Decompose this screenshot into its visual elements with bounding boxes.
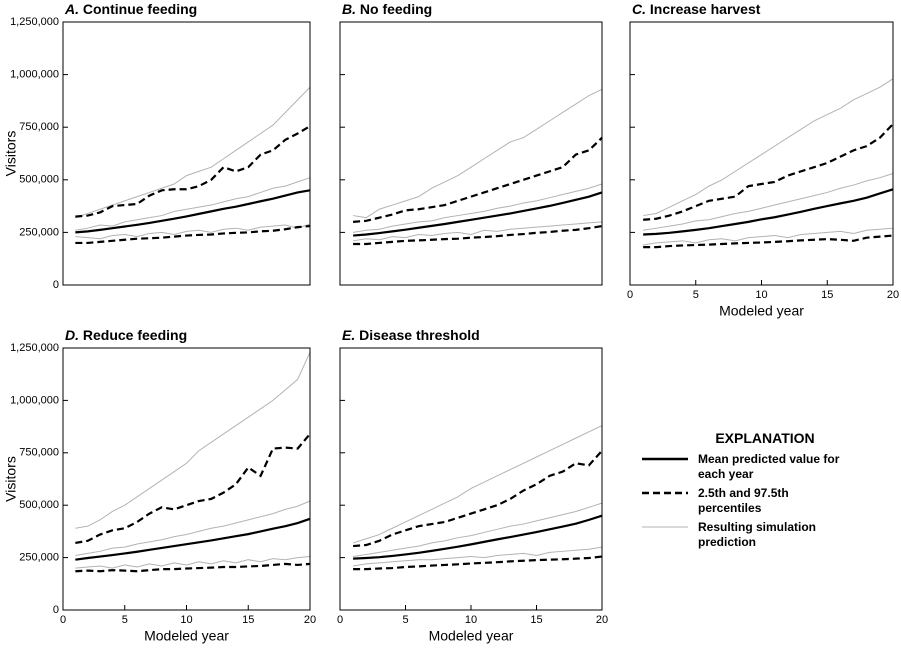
simulation-line bbox=[643, 173, 894, 231]
percentile-line bbox=[353, 555, 603, 571]
y-tick-label: 250,000 bbox=[19, 226, 59, 238]
x-tick-label: 5 bbox=[402, 614, 408, 626]
y-tick-label: 0 bbox=[53, 279, 59, 291]
legend-title: EXPLANATION bbox=[715, 430, 815, 446]
x-axis-label: Modeled year bbox=[144, 628, 229, 644]
simulation-line bbox=[643, 227, 894, 246]
y-tick-label: 250,000 bbox=[19, 552, 59, 564]
x-tick-label: 0 bbox=[337, 614, 343, 626]
percentile-line bbox=[643, 234, 894, 249]
y-tick-label: 750,000 bbox=[19, 447, 59, 459]
x-tick-label: 10 bbox=[180, 614, 192, 626]
panel-letter: B. bbox=[342, 1, 356, 17]
legend-swatch bbox=[642, 491, 688, 495]
legend-label: Resulting simulation prediction bbox=[698, 520, 817, 549]
simulation-line bbox=[353, 546, 603, 567]
x-axis-label: Modeled year bbox=[719, 303, 804, 319]
x-tick-label: 20 bbox=[887, 289, 899, 301]
x-tick-label: 5 bbox=[122, 614, 128, 626]
percentile-line bbox=[75, 125, 311, 218]
percentile-line bbox=[643, 123, 894, 221]
legend-entry: Resulting simulation prediction bbox=[640, 520, 890, 550]
y-tick-label: 500,000 bbox=[19, 499, 59, 511]
legend-label: Mean predicted value for each year bbox=[698, 452, 840, 481]
x-tick-label: 10 bbox=[465, 614, 477, 626]
simulation-line bbox=[75, 86, 311, 219]
panel-name: No feeding bbox=[360, 1, 432, 17]
panel-name: Disease threshold bbox=[359, 327, 480, 343]
x-tick-label: 20 bbox=[596, 614, 608, 626]
mean-line bbox=[75, 517, 311, 561]
simulation-line bbox=[75, 223, 311, 240]
x-tick-label: 5 bbox=[693, 289, 699, 301]
simulation-line bbox=[643, 78, 894, 217]
panel-title: D. Reduce feeding bbox=[65, 327, 187, 343]
x-tick-label: 15 bbox=[821, 289, 833, 301]
legend-swatch bbox=[642, 457, 688, 461]
panel-letter: E. bbox=[342, 327, 355, 343]
x-axis-label: Modeled year bbox=[429, 628, 514, 644]
legend-swatch bbox=[642, 526, 688, 528]
mean-line bbox=[353, 514, 603, 560]
panel-letter: C. bbox=[632, 1, 646, 17]
legend: EXPLANATION Mean predicted value for eac… bbox=[640, 430, 890, 554]
panel-letter: A. bbox=[64, 1, 79, 17]
simulation-line bbox=[75, 500, 311, 556]
mean-line bbox=[75, 189, 311, 234]
legend-label: 2.5th and 97.5th percentiles bbox=[698, 486, 789, 515]
plot-frame bbox=[339, 21, 603, 286]
legend-entry: Mean predicted value for each year bbox=[640, 452, 890, 482]
x-tick-label: 10 bbox=[755, 289, 767, 301]
plot-frame bbox=[62, 21, 311, 286]
percentile-line bbox=[353, 449, 603, 548]
plot-frame bbox=[339, 347, 603, 611]
x-tick-label: 0 bbox=[627, 289, 633, 301]
y-tick-label: 750,000 bbox=[19, 121, 59, 133]
panel-letter: D. bbox=[65, 327, 79, 343]
simulation-line bbox=[75, 556, 311, 569]
simulation-line bbox=[75, 351, 311, 529]
panel-name: Reduce feeding bbox=[83, 327, 187, 343]
simulation-line bbox=[353, 221, 603, 242]
percentile-line bbox=[353, 136, 603, 223]
simulation-line bbox=[353, 183, 603, 233]
mean-line bbox=[353, 191, 603, 237]
simulation-line bbox=[353, 88, 603, 219]
panel-name: Continue feeding bbox=[83, 1, 197, 17]
y-tick-label: 1,250,000 bbox=[10, 16, 59, 28]
simulation-line bbox=[353, 502, 603, 558]
percentile-line bbox=[75, 562, 311, 573]
mean-line bbox=[643, 188, 894, 236]
y-tick-label: 1,250,000 bbox=[10, 342, 59, 354]
legend-entry: 2.5th and 97.5th percentiles bbox=[640, 486, 890, 516]
y-tick-label: 1,000,000 bbox=[10, 69, 59, 81]
x-tick-label: 0 bbox=[60, 614, 66, 626]
y-tick-label: 0 bbox=[53, 604, 59, 616]
y-tick-label: 500,000 bbox=[19, 174, 59, 186]
panel-title: C. Increase harvest bbox=[632, 1, 761, 17]
x-tick-label: 15 bbox=[242, 614, 254, 626]
panel-title: E. Disease threshold bbox=[342, 327, 480, 343]
percentile-line bbox=[75, 433, 311, 545]
y-axis-label: Visitors bbox=[3, 456, 19, 502]
panel-title: A. Continue feeding bbox=[64, 1, 197, 17]
simulation-line bbox=[75, 177, 311, 231]
x-tick-label: 15 bbox=[530, 614, 542, 626]
panel-name: Increase harvest bbox=[650, 1, 761, 17]
simulation-line bbox=[352, 425, 603, 544]
x-tick-label: 20 bbox=[304, 614, 316, 626]
panel-title: B. No feeding bbox=[342, 1, 432, 17]
y-tick-label: 1,000,000 bbox=[10, 394, 59, 406]
y-axis-label: Visitors bbox=[3, 131, 19, 177]
percentile-line bbox=[353, 225, 603, 246]
percentile-line bbox=[75, 224, 311, 245]
